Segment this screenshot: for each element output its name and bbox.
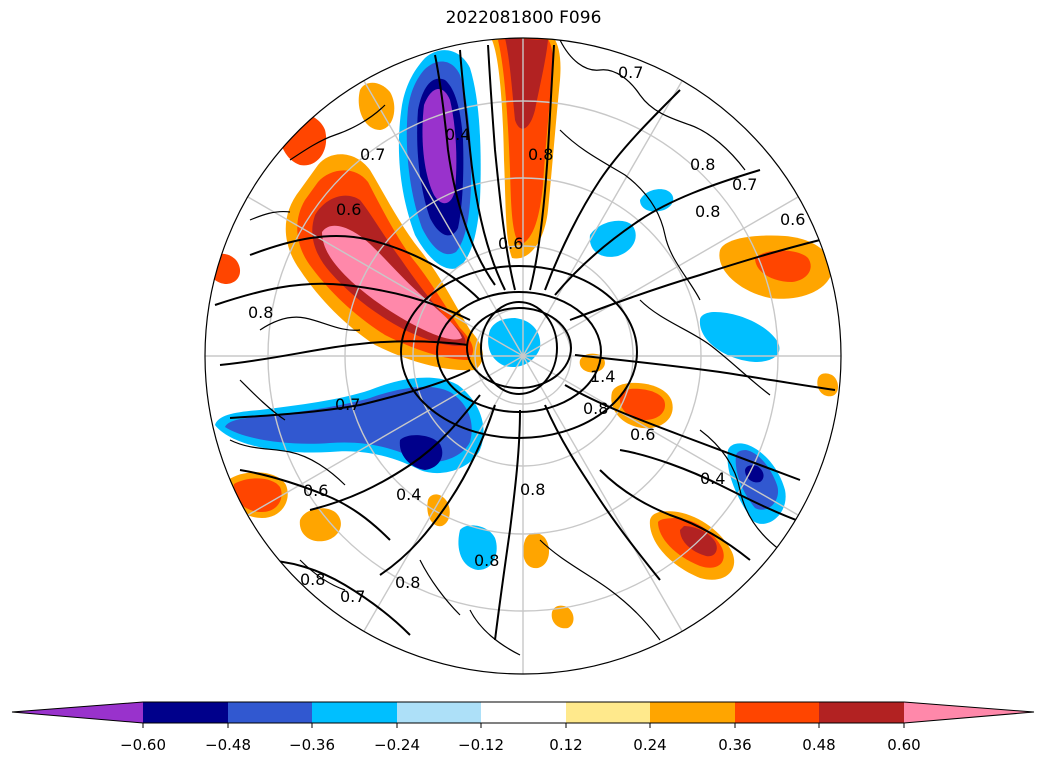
positive-anomaly-region xyxy=(505,38,548,129)
contour-label: 0.8 xyxy=(528,145,553,164)
contour-label: 0.6 xyxy=(498,234,523,253)
negative-anomaly-region xyxy=(399,435,443,470)
colorbar-upper-extend xyxy=(904,702,1034,723)
colorbar-tick-label: 0.24 xyxy=(633,736,666,754)
contour-label-group: 0.8 0.7 0.6 0.8 0.7 0.8 0.6 0.8 0.7 0.4 … xyxy=(248,63,805,606)
colorbar-tick-label: 0.36 xyxy=(718,736,751,754)
shaded-anomaly-layer xyxy=(208,38,838,629)
positive-anomaly-region xyxy=(233,478,282,512)
colorbar-cell xyxy=(228,702,312,723)
contour-label: 0.8 xyxy=(474,551,499,570)
contour-label: 0.4 xyxy=(396,485,421,504)
contour-label: 0.6 xyxy=(336,200,361,219)
colorbar-tick-label: −0.60 xyxy=(120,736,166,754)
colorbar-tick-label: 0.60 xyxy=(887,736,920,754)
colorbar-cell xyxy=(481,702,566,723)
colorbar-cells xyxy=(12,702,1034,723)
colorbar-tick-label: −0.12 xyxy=(458,736,504,754)
contour-label: 0.4 xyxy=(700,469,725,488)
contour-label: 0.6 xyxy=(303,481,328,500)
map-title: 2022081800 F096 xyxy=(445,8,602,28)
contour-label: 0.8 xyxy=(695,202,720,221)
contour-label: 0.6 xyxy=(630,425,655,444)
contour-label: 0.4 xyxy=(445,125,470,144)
colorbar-cell xyxy=(397,702,481,723)
colorbar-tick-label: 0.12 xyxy=(549,736,582,754)
contour-label: 0.8 xyxy=(395,573,420,592)
positive-anomaly-region xyxy=(322,225,462,340)
colorbar-tick-label: −0.24 xyxy=(374,736,420,754)
negative-anomaly-region xyxy=(458,525,497,570)
colorbar-cell xyxy=(819,702,904,723)
colorbar-tick-label: −0.48 xyxy=(205,736,251,754)
positive-anomaly-region xyxy=(427,494,450,527)
contour-label: 0.7 xyxy=(335,395,360,414)
colorbar-cell xyxy=(312,702,397,723)
contour-label: 0.8 xyxy=(300,570,325,589)
positive-anomaly-region xyxy=(299,508,341,542)
colorbar-tick-label: −0.36 xyxy=(289,736,335,754)
positive-anomaly-region xyxy=(551,605,574,629)
negative-anomaly-region xyxy=(745,465,764,483)
colorbar-cell xyxy=(566,702,650,723)
contour-label: 0.8 xyxy=(520,480,545,499)
contour-label: 0.8 xyxy=(248,303,273,322)
positive-anomaly-region xyxy=(755,250,811,282)
map-boundary xyxy=(204,37,842,675)
colorbar: −0.60 −0.48 −0.36 −0.24 −0.12 0.12 0.24 … xyxy=(11,701,1035,754)
polar-map: 0.8 0.7 0.6 0.8 0.7 0.8 0.6 0.8 0.7 0.4 … xyxy=(204,37,842,675)
contour-label: 1.4 xyxy=(590,367,615,386)
colorbar-cell xyxy=(735,702,819,723)
contour-label: 0.7 xyxy=(340,587,365,606)
positive-anomaly-region xyxy=(523,532,550,569)
contour-label: 0.6 xyxy=(780,210,805,229)
colorbar-cell xyxy=(650,702,735,723)
contour-label: 0.7 xyxy=(360,145,385,164)
contour-label: 0.8 xyxy=(690,155,715,174)
contour-lines xyxy=(214,44,836,641)
graticule xyxy=(205,38,841,674)
colorbar-ticks xyxy=(142,723,905,728)
contour-label: 0.7 xyxy=(732,175,757,194)
negative-anomaly-region xyxy=(699,312,780,362)
coastlines xyxy=(229,39,781,656)
negative-anomaly-region xyxy=(488,318,541,368)
colorbar-cell xyxy=(143,702,228,723)
colorbar-lower-extend xyxy=(12,702,143,723)
contour-label: 0.8 xyxy=(583,399,608,418)
colorbar-tick-labels: −0.60 −0.48 −0.36 −0.24 −0.12 0.12 0.24 … xyxy=(120,736,921,754)
contour-label: 0.7 xyxy=(618,63,643,82)
colorbar-tick-label: 0.48 xyxy=(802,736,835,754)
positive-anomaly-region xyxy=(619,388,666,420)
